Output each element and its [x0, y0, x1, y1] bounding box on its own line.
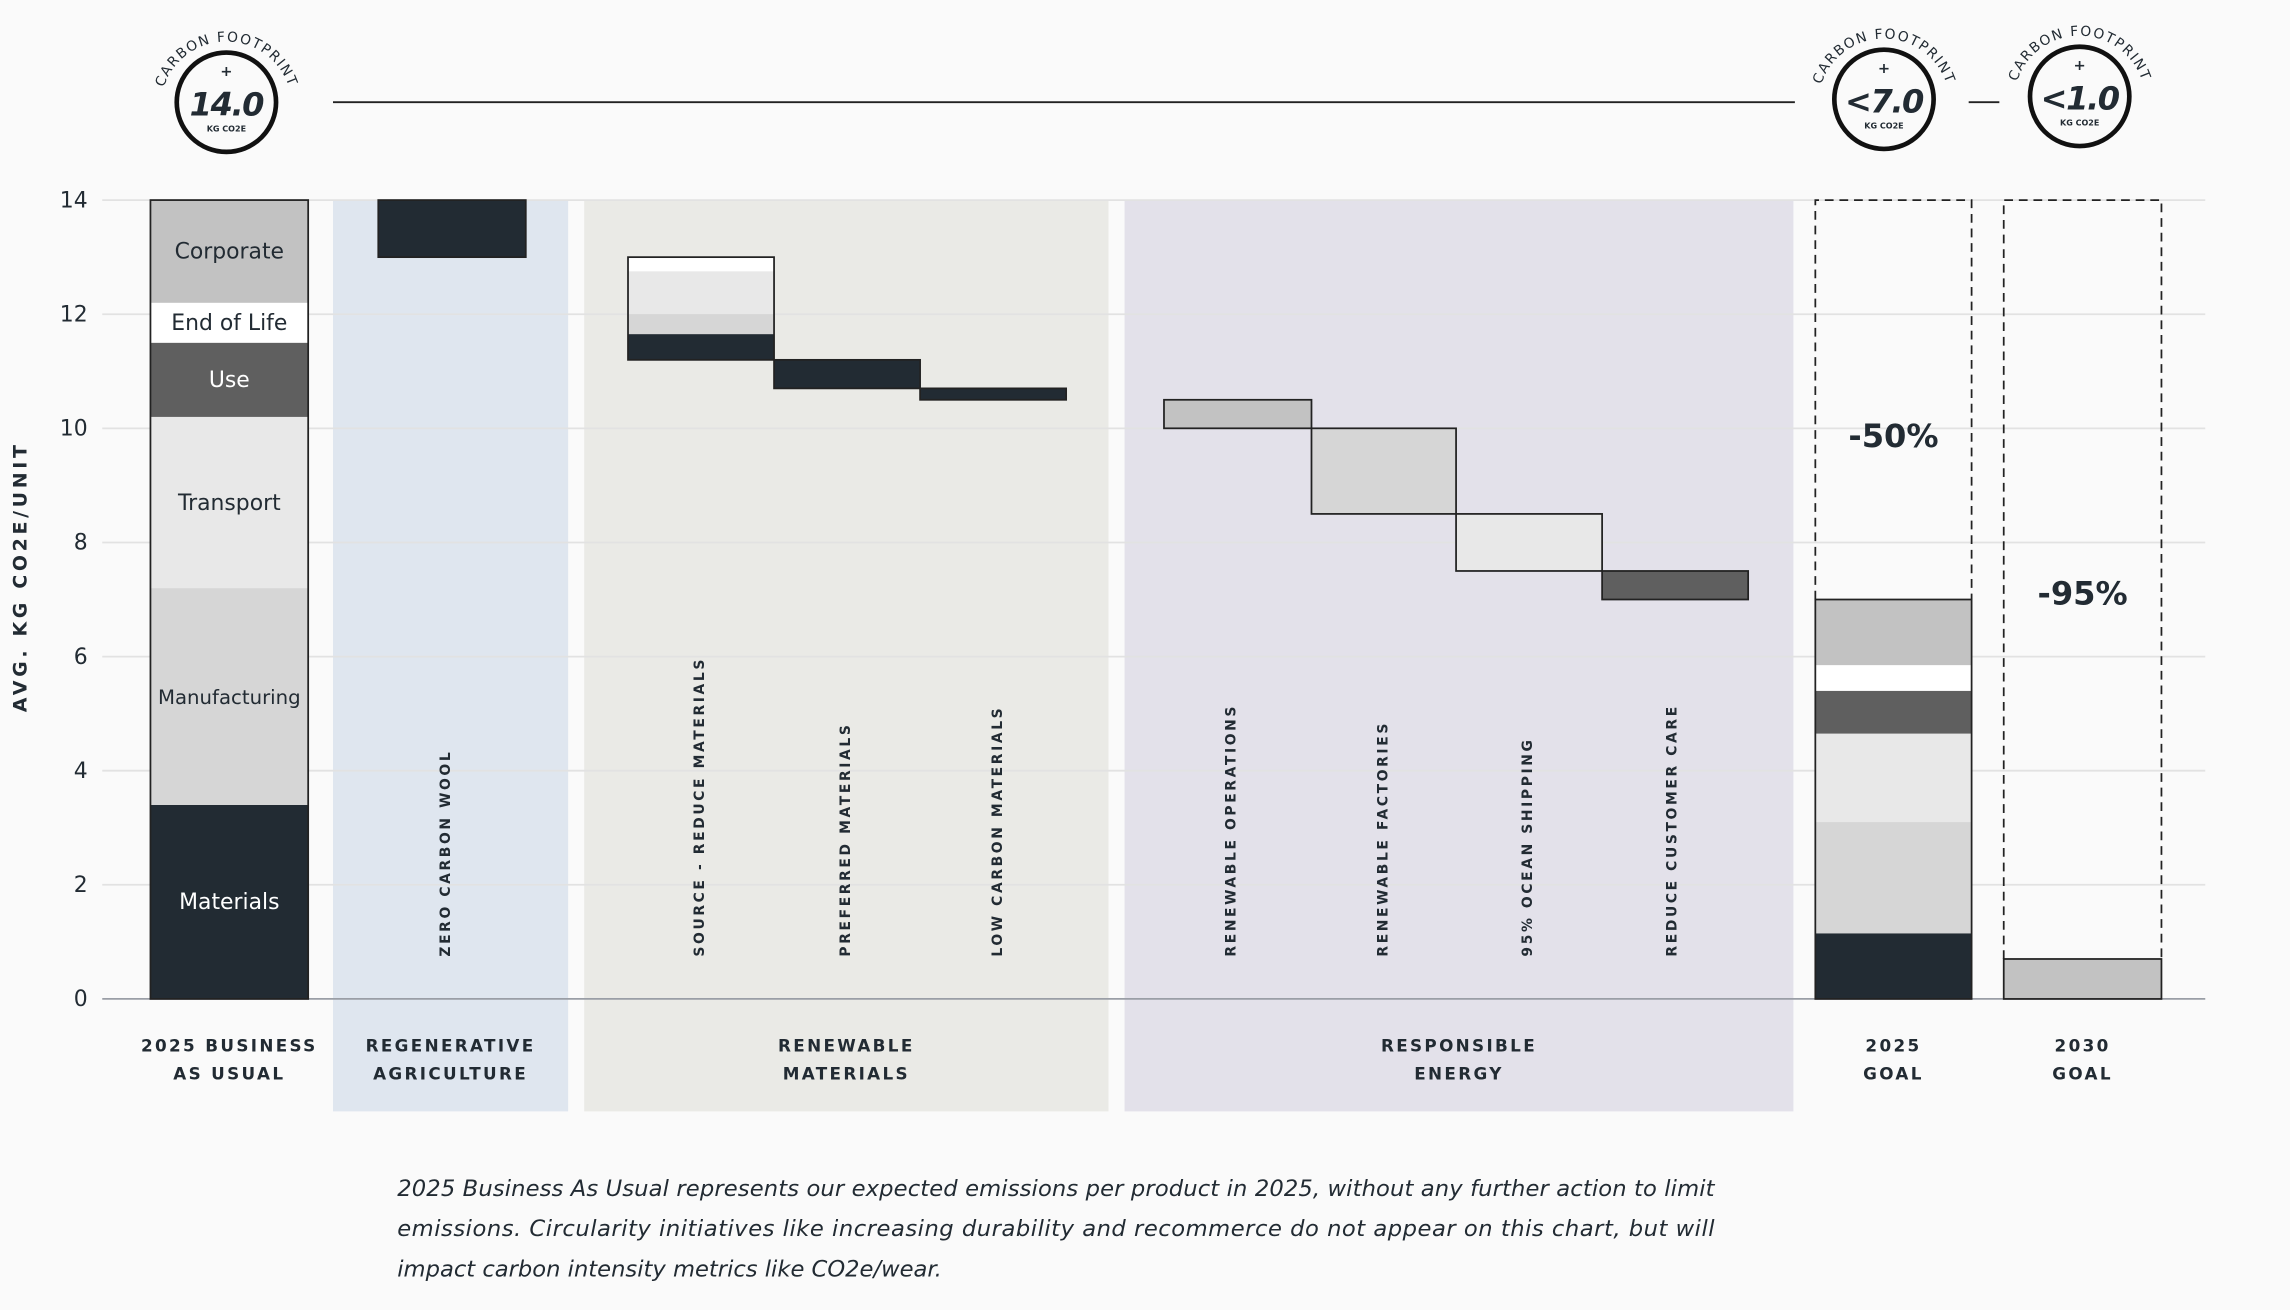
step-segment	[628, 334, 775, 360]
step-label: RENEWABLE FACTORIES	[1375, 721, 1391, 957]
segment-label: Use	[209, 368, 250, 393]
step-segment	[628, 314, 775, 335]
step-label: RENEWABLE OPERATIONS	[1224, 704, 1240, 957]
stack-segment	[150, 416, 309, 589]
group-label: AS USUAL	[173, 1063, 285, 1083]
y-tick-label: 6	[74, 645, 88, 670]
bar-outline	[149, 199, 310, 1000]
step-segment	[1311, 428, 1457, 514]
goal-segment	[2003, 958, 2162, 999]
stack-segment	[150, 588, 309, 805]
step-segment	[1602, 570, 1749, 600]
goal-outline	[1814, 598, 1973, 1000]
step-label: ZERO CARBON WOOL	[438, 750, 454, 957]
step-outline	[1455, 513, 1603, 572]
segment-label: Manufacturing	[158, 686, 301, 709]
group-label: REGENERATIVE	[366, 1036, 536, 1056]
y-tick-label: 8	[74, 531, 88, 556]
badge-sign: +	[220, 63, 232, 80]
step-outline	[1601, 570, 1750, 601]
group-label: GOAL	[2052, 1063, 2113, 1083]
step-label: PREFERRED MATERIALS	[838, 723, 854, 957]
y-axis-label: AVG. KG CO2E/UNIT	[9, 441, 31, 712]
badge-unit: KG CO2E	[2060, 119, 2099, 128]
group-label: RESPONSIBLE	[1381, 1036, 1537, 1056]
y-tick-label: 4	[74, 759, 88, 784]
y-tick-label: 2	[74, 873, 88, 898]
segment-label: Transport	[177, 491, 281, 516]
badge-unit: KG CO2E	[207, 124, 246, 133]
step-segment	[1456, 513, 1603, 571]
step-segment	[920, 388, 1067, 400]
goal-annotation: -95%	[2037, 575, 2127, 613]
step-outline	[627, 256, 775, 361]
group-label: 2025	[1865, 1036, 1921, 1056]
badge-circle	[2027, 44, 2132, 149]
step-outline	[1163, 398, 1313, 430]
footnote: 2025 Business As Usual represents our ex…	[397, 1176, 1715, 1202]
step-label: 95% OCEAN SHIPPING	[1520, 737, 1536, 956]
step-outline	[1310, 427, 1457, 515]
badge-value: <1.0	[2041, 80, 2120, 118]
footnote: impact carbon intensity metrics like CO2…	[397, 1256, 942, 1282]
goal-segment	[1815, 822, 1972, 934]
goal-annotation: -50%	[1848, 417, 1938, 455]
step-label: REDUCE CUSTOMER CARE	[1665, 704, 1681, 956]
goal-segment	[1815, 665, 1972, 691]
step-segment	[1163, 399, 1312, 429]
goal-segment	[1815, 690, 1972, 734]
step-label: LOW CARBON MATERIALS	[990, 706, 1006, 957]
y-tick-label: 10	[60, 417, 88, 442]
step-segment	[628, 271, 775, 315]
group-label: MATERIALS	[783, 1063, 910, 1083]
badge-sign: +	[1878, 60, 1890, 77]
badge-unit: KG CO2E	[1864, 122, 1903, 131]
stack-segment	[150, 302, 309, 343]
segment-label: Materials	[179, 890, 279, 915]
badge-value: <7.0	[1845, 82, 1924, 120]
group-label: ENERGY	[1414, 1063, 1503, 1083]
step-segment	[628, 257, 775, 272]
step-segment	[774, 359, 921, 389]
group-label: GOAL	[1863, 1063, 1924, 1083]
footnote: emissions. Circularity initiatives like …	[397, 1216, 1715, 1242]
segment-label: Corporate	[175, 240, 284, 265]
goal-segment	[1815, 599, 1972, 666]
badge-sign: +	[2074, 57, 2086, 74]
marks: Materials Manufacturing Transport Use End of…	[141, 199, 2163, 1083]
badge-value: 14.0	[190, 85, 264, 123]
group-label: 2030	[2055, 1036, 2111, 1056]
step-outline	[919, 387, 1068, 401]
y-tick-label: 14	[60, 188, 88, 213]
goal-segment	[1815, 733, 1972, 823]
y-tick-label: 0	[74, 987, 88, 1012]
segment-label: End of Life	[171, 311, 287, 336]
goal-outline	[2002, 958, 2163, 1000]
y-tick-label: 12	[60, 303, 88, 328]
group-label: AGRICULTURE	[373, 1063, 528, 1083]
goal-segment	[1815, 933, 1972, 999]
stack-segment	[150, 200, 309, 303]
goal-dashed-outline	[2002, 199, 2163, 959]
step-outline	[377, 199, 527, 259]
badge-circle	[1831, 47, 1936, 152]
group-label: 2025 BUSINESS	[141, 1036, 318, 1056]
group-label: RENEWABLE	[778, 1036, 915, 1056]
step-label: SOURCE - REDUCE MATERIALS	[692, 657, 708, 957]
stack-segment	[150, 342, 309, 417]
badge-circle	[174, 50, 279, 155]
stack-segment	[150, 804, 309, 999]
step-segment	[378, 200, 526, 258]
step-outline	[773, 358, 921, 390]
